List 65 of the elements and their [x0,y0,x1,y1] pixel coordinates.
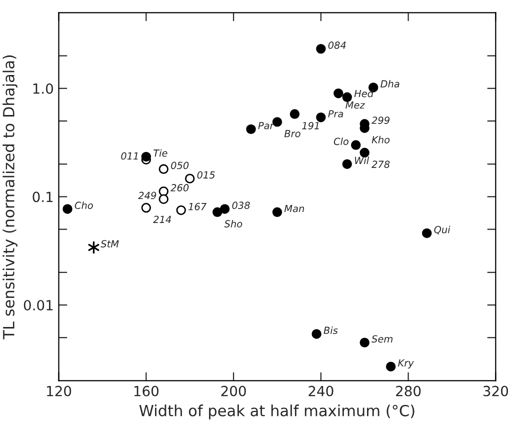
annotation: Bis [324,326,338,334]
point [62,204,72,214]
point [141,152,152,162]
point [220,204,230,214]
y-tick-label: 1.0 [33,83,53,94]
annotation: Mez [346,101,365,109]
point [422,228,432,238]
annotation: Bro [284,130,300,138]
annotation: 260 [170,184,189,192]
point [184,174,195,184]
x-tick-label: 120 [47,386,72,396]
annotation: Qui [434,226,450,234]
annotation: Hed [354,90,374,98]
annotation: Tie [154,149,168,157]
annotation: 038 [232,202,250,210]
y-tick-label: 0.1 [32,192,53,202]
annotation: Kry [398,359,414,369]
annotation: 249 [138,192,156,200]
x-tick-label: 160 [134,386,158,396]
annotation: 214 [153,216,171,223]
annotation: 167 [188,202,207,210]
y-tick-label: 0.01 [24,300,53,310]
annotation: Kho [372,136,390,144]
point [342,92,352,102]
annotation: Sem [372,335,392,343]
annotation: 084 [328,41,346,49]
point [312,329,322,339]
point [141,202,152,213]
point [158,194,168,204]
annotation: 299 [372,116,390,124]
annotation: Clo [334,138,348,146]
point [176,205,186,216]
annotation: Par [258,122,274,130]
point [334,88,344,98]
annotation: StM [100,240,119,248]
annotation: Cho [74,202,93,210]
point [158,164,168,174]
annotation: 278 [372,160,390,168]
point [290,109,300,119]
point [351,140,361,150]
annotation: 015 [197,171,215,179]
point [272,207,282,218]
x-tick-label: 200 [221,386,246,396]
x-tick-label: 280 [396,386,421,396]
annotation: Dha [380,80,400,88]
x-tick-label: 240 [308,386,334,396]
annotation: Man [284,204,304,212]
point [212,207,222,218]
point [316,112,326,122]
annotation: 011 [121,152,138,160]
point [316,44,326,54]
point [246,124,256,134]
annotation: Wil [355,156,370,164]
annotation: Sho [224,220,242,228]
x-axis-title: Width of peak at half maximum (°C) [139,404,414,420]
annotation: 191 [302,122,319,130]
point [342,159,352,169]
point [386,362,396,372]
x-tick-label: 320 [483,386,508,396]
point [158,186,168,196]
annotation: 050 [171,162,189,170]
annotation: Pra [328,110,344,118]
point [88,241,100,254]
point [360,338,370,348]
y-axis-title: TL sensitivity (normalized to Dhajala) [2,55,18,340]
